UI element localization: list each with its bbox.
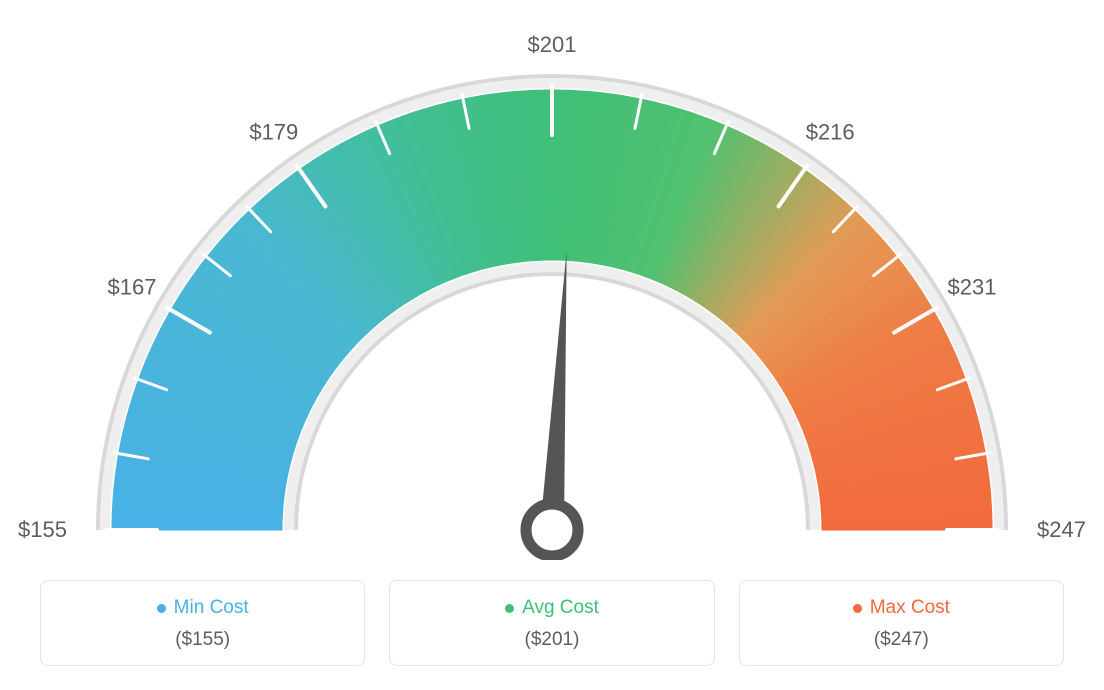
avg-cost-card: Avg Cost ($201) [389, 580, 714, 666]
svg-text:$179: $179 [249, 120, 298, 145]
min-cost-label: Min Cost [174, 597, 249, 619]
min-cost-value: ($155) [53, 629, 352, 651]
avg-cost-value: ($201) [402, 629, 701, 651]
max-cost-dot-icon [853, 604, 862, 613]
min-cost-dot-icon [157, 604, 166, 613]
svg-text:$231: $231 [948, 275, 997, 300]
cost-gauge: $155 $167 $179 $201 $216 $231 $247 [0, 0, 1104, 560]
max-cost-label: Max Cost [870, 597, 950, 619]
summary-cards: Min Cost ($155) Avg Cost ($201) Max Cost… [0, 580, 1104, 666]
min-cost-card: Min Cost ($155) [40, 580, 365, 666]
max-cost-title: Max Cost [853, 597, 950, 619]
min-cost-title: Min Cost [157, 597, 249, 619]
max-cost-card: Max Cost ($247) [739, 580, 1064, 666]
svg-text:$247: $247 [1037, 517, 1086, 542]
gauge-svg: $155 $167 $179 $201 $216 $231 $247 [0, 0, 1104, 560]
svg-text:$216: $216 [806, 120, 855, 145]
svg-text:$155: $155 [18, 517, 67, 542]
svg-text:$167: $167 [108, 275, 157, 300]
avg-cost-dot-icon [505, 604, 514, 613]
avg-cost-label: Avg Cost [522, 597, 599, 619]
avg-cost-title: Avg Cost [505, 597, 599, 619]
svg-text:$201: $201 [528, 32, 577, 57]
max-cost-value: ($247) [752, 629, 1051, 651]
